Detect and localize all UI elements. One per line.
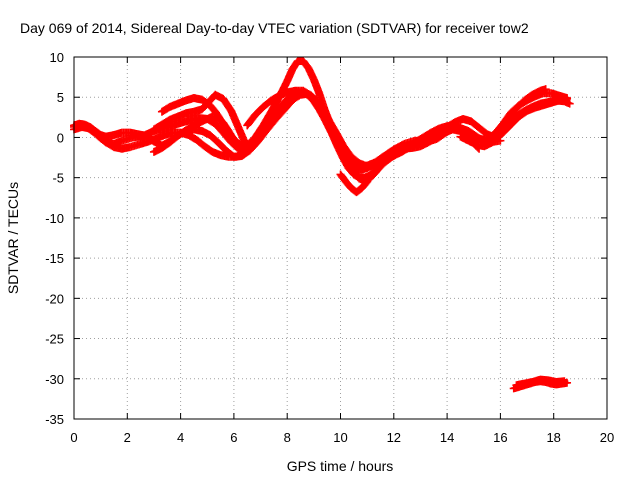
series-track-m — [512, 375, 569, 390]
y-tick-label: -10 — [45, 211, 64, 226]
x-tick-label: 8 — [284, 430, 291, 445]
x-tick-label: 2 — [124, 430, 131, 445]
data-point — [560, 377, 569, 386]
series-track-g — [243, 86, 484, 171]
y-tick-label: -25 — [45, 332, 64, 347]
x-tick-label: 20 — [600, 430, 614, 445]
x-tick-label: 16 — [493, 430, 507, 445]
data-point — [243, 143, 252, 152]
data-points — [70, 57, 574, 393]
series-track-k — [496, 85, 550, 134]
x-axis-label: GPS time / hours — [287, 458, 394, 474]
data-point — [565, 99, 574, 108]
series-track-i — [456, 96, 574, 151]
y-tick-label: -30 — [45, 372, 64, 387]
axis-ticks: 0 2 4 6 8 10 12 14 16 18 20 10 5 0 -5 -10 -15 -20 -25 -30 -3… — [45, 50, 614, 445]
chart-title: Day 069 of 2014, Sidereal Day-to-day VTE… — [20, 20, 529, 36]
x-tick-label: 12 — [387, 430, 401, 445]
y-tick-label: 10 — [50, 50, 64, 65]
x-tick-label: 4 — [177, 430, 184, 445]
data-point — [541, 85, 550, 94]
grid — [74, 57, 607, 419]
y-tick-label: -20 — [45, 291, 64, 306]
y-tick-label: 0 — [57, 130, 64, 145]
series-track-h — [336, 170, 372, 197]
x-tick-label: 6 — [230, 430, 237, 445]
x-tick-label: 10 — [333, 430, 347, 445]
y-tick-label: -15 — [45, 251, 64, 266]
x-tick-label: 14 — [440, 430, 454, 445]
data-point — [362, 178, 371, 187]
y-tick-label: 5 — [57, 90, 64, 105]
y-tick-label: -5 — [52, 171, 64, 186]
data-point — [563, 94, 572, 103]
x-tick-label: 0 — [70, 430, 77, 445]
series-track-f — [149, 90, 252, 152]
y-axis-label: SDTVAR / TECUs — [5, 182, 21, 294]
x-tick-label: 18 — [546, 430, 560, 445]
y-tick-label: -35 — [45, 412, 64, 427]
data-point — [363, 177, 372, 186]
